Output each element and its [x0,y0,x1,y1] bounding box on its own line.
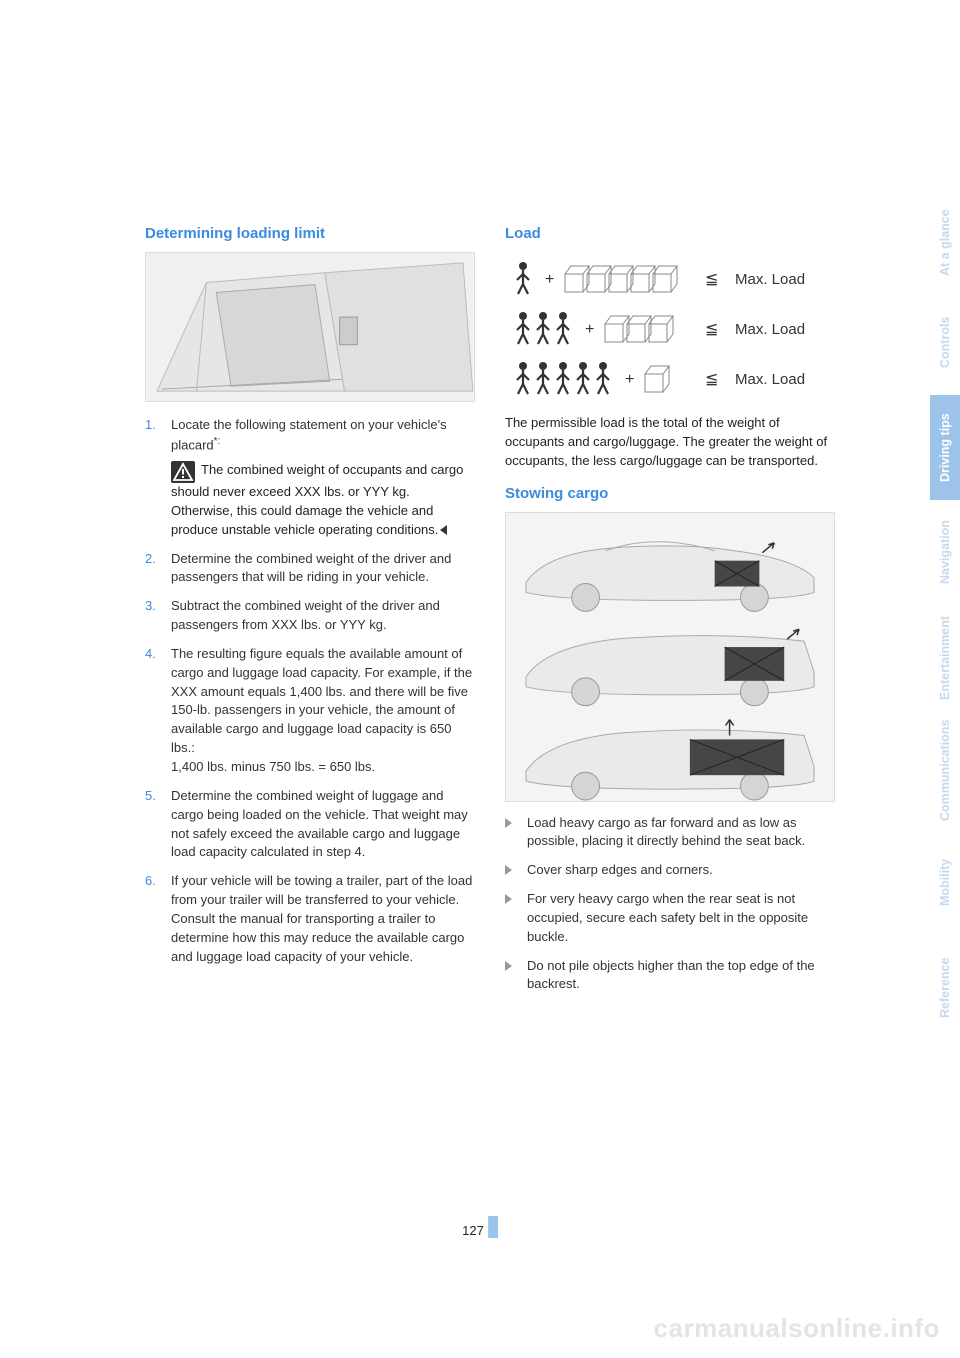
asterisk: *: [214,436,221,447]
bullet-1: Load heavy cargo as far forward and as l… [505,814,835,852]
watermark: carmanualsonline.info [654,1313,940,1344]
figure-stowing-cargo [505,512,835,802]
svg-text:+: + [625,371,634,388]
left-column: Determining loading limit Locate the fol… [145,225,475,1004]
svg-text:≦: ≦ [705,371,718,388]
tab-driving-tips[interactable]: Driving tips [930,395,960,500]
right-column: Load + ≦ Ma [505,225,835,1004]
svg-text:+: + [545,271,554,288]
page-number-mark [488,1216,498,1238]
tab-mobility[interactable]: Mobility [930,830,960,935]
page-content: Determining loading limit Locate the fol… [145,225,835,1004]
step-3: Subtract the combined weight of the driv… [145,597,475,635]
step-6: If your vehicle will be towing a trailer… [145,872,475,966]
figure-placard-location [145,252,475,402]
warning-icon [171,461,195,483]
heading-determining-loading-limit: Determining loading limit [145,225,475,242]
side-tabs: At a glance Controls Driving tips Naviga… [930,195,960,1040]
tab-entertainment[interactable]: Entertainment [930,605,960,710]
stowing-bullets: Load heavy cargo as far forward and as l… [505,814,835,995]
heading-load: Load [505,225,835,242]
svg-text:≦: ≦ [705,271,718,288]
two-column-layout: Determining loading limit Locate the fol… [145,225,835,1004]
page-number: 127 [462,1223,484,1238]
figure-load-equation: + ≦ Max. Load [505,252,835,402]
bullet-4: Do not pile objects higher than the top … [505,957,835,995]
svg-text:≦: ≦ [705,321,718,338]
load-caption: The permissible load is the total of the… [505,414,835,471]
bullet-4-text: Do not pile objects higher than the top … [527,958,815,992]
bullet-1-text: Load heavy cargo as far forward and as l… [527,815,805,849]
step-3-text: Subtract the combined weight of the driv… [171,598,440,632]
warning-block: The combined weight of occupants and car… [171,461,475,540]
svg-text:Max. Load: Max. Load [735,321,805,338]
svg-text:Max. Load: Max. Load [735,371,805,388]
tab-navigation[interactable]: Navigation [930,500,960,605]
step-2-text: Determine the combined weight of the dri… [171,551,451,585]
placard-illustration [146,253,474,401]
tab-communications[interactable]: Communications [930,710,960,830]
step-2: Determine the combined weight of the dri… [145,550,475,588]
bullet-2: Cover sharp edges and corners. [505,861,835,880]
step-5: Determine the combined weight of luggage… [145,787,475,862]
bullet-2-text: Cover sharp edges and corners. [527,862,713,877]
end-triangle-icon [440,525,447,535]
tab-at-a-glance[interactable]: At a glance [930,195,960,290]
person-icon [517,262,529,294]
svg-text:Max. Load: Max. Load [735,271,805,288]
step-5-text: Determine the combined weight of luggage… [171,788,468,860]
step-4-text: The resulting figure equals the availabl… [171,646,472,774]
step-1: Locate the following statement on your v… [145,416,475,540]
step-6-text: If your vehicle will be towing a trailer… [171,873,472,963]
bullet-3-text: For very heavy cargo when the rear seat … [527,891,808,944]
steps-list: Locate the following statement on your v… [145,416,475,966]
page-number-block: 127 [462,1216,498,1238]
step-4: The resulting figure equals the availabl… [145,645,475,777]
svg-text:+: + [585,321,594,338]
step-1-intro: Locate the following statement on your v… [171,417,447,452]
heading-stowing-cargo: Stowing cargo [505,485,835,502]
tab-controls[interactable]: Controls [930,290,960,395]
tab-reference[interactable]: Reference [930,935,960,1040]
warning-text: The combined weight of occupants and car… [171,462,463,537]
bullet-3: For very heavy cargo when the rear seat … [505,890,835,947]
